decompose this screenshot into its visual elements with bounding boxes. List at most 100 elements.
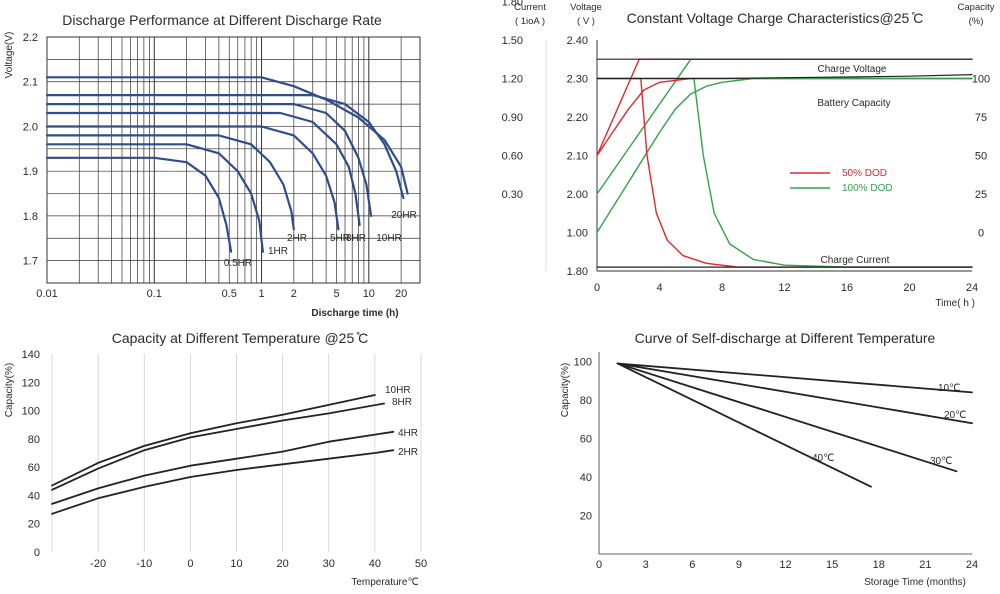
capacity-curve-4hr [51, 430, 395, 505]
y-tick-label: 140 [22, 349, 40, 361]
series-group [45, 76, 409, 253]
x-tick-label: 3 [643, 559, 649, 571]
x-tick-label: 24 [966, 282, 978, 294]
capacity-tick-label: 100 [972, 74, 990, 86]
x-tick-label: -10 [136, 558, 152, 570]
chart-title: Capacity at Different Temperature @25 ̊C [112, 330, 368, 346]
legend-label-50-dod: 50% DOD [842, 168, 887, 179]
x-tick-label: 24 [966, 559, 978, 571]
discharge-curve-8hr [45, 111, 361, 226]
series-group [616, 362, 973, 488]
tick-labels: 0 3 6 9 12 15 18 21 24 20 40 60 80 100 [574, 357, 978, 571]
discharge-curve-5hr [45, 125, 340, 231]
y-tick-label: 1.8 [23, 211, 38, 223]
y-tick-label: 2.1 [23, 77, 38, 89]
discharge-curve-top [45, 76, 409, 195]
capacity-tick-label: 0 [978, 228, 984, 240]
x-tick-label: 10 [363, 288, 375, 300]
y-tick-label: 1.9 [23, 166, 38, 178]
voltage-tick-label: 1.80 [567, 266, 588, 278]
annotation-charge-current: Charge Current [821, 255, 890, 266]
capacity-axis-label-1: Capacity [958, 2, 995, 13]
voltage-tick-label: 2.40 [567, 35, 588, 47]
series-label: 10HR [376, 233, 402, 244]
chart-title: Constant Voltage Charge Characteristics@… [627, 10, 924, 26]
series-label: 8HR [346, 233, 366, 244]
y-tick-label: 60 [580, 434, 592, 446]
y-tick-label: 80 [580, 395, 592, 407]
x-axis-label: Discharge time (h) [311, 308, 398, 319]
y-tick-label: 20 [28, 519, 40, 531]
current-tick-label: 1.80 [502, 0, 523, 9]
current-tick-label: 1.20 [502, 74, 523, 86]
self-discharge-curve-20c [616, 362, 973, 425]
charge-curve-charge-voltage [596, 58, 973, 157]
series-label: 20HR [391, 210, 417, 221]
current-tick-label: 1.50 [502, 35, 523, 47]
grid [598, 352, 972, 555]
current-tick-label: 0.60 [502, 151, 523, 163]
x-tick-label: 2 [291, 288, 297, 300]
series-label: 2HR [398, 447, 418, 458]
x-tick-label: 0.1 [147, 288, 162, 300]
annotation-battery-capacity: Battery Capacity [817, 98, 890, 109]
grid [545, 40, 972, 272]
current-axis-label-2: ( 1ioA ) [515, 16, 545, 27]
capacity-curve-8hr [51, 402, 386, 491]
constant-voltage-charge-chart: Constant Voltage Charge Characteristics@… [502, 0, 995, 309]
x-tick-label: 0.5 [222, 288, 237, 300]
discharge-curve-20hr [45, 93, 405, 200]
discharge-curve-2hr [45, 134, 295, 231]
x-tick-label: 9 [736, 559, 742, 571]
x-axis-label: Storage Time (months) [864, 577, 966, 588]
y-axis-label: Voltage(V) [4, 32, 15, 79]
voltage-tick-label: 2.20 [567, 112, 588, 124]
x-tick-label: 1 [258, 288, 264, 300]
voltage-tick-label: 1.00 [567, 228, 588, 240]
series-label: 2HR [287, 233, 307, 244]
x-tick-label: 30 [323, 558, 335, 570]
x-tick-label: 10 [230, 558, 242, 570]
series-label: 4HR [398, 428, 418, 439]
series-label: 10HR [385, 385, 411, 396]
self-discharge-chart: Curve of Self-discharge at Different Tem… [560, 330, 978, 588]
x-tick-label: 0 [187, 558, 193, 570]
series-group [596, 58, 973, 268]
tick-labels: 0.01 0.1 0.5 1 2 5 10 20 1.7 1.8 1.9 2.0 2.1 2.2 [23, 32, 408, 300]
y-tick-label: 2.0 [23, 121, 38, 133]
x-tick-label: 40 [369, 558, 381, 570]
x-tick-label: 0 [596, 559, 602, 571]
capacity-tick-label: 50 [975, 151, 987, 163]
y-tick-label: 120 [22, 377, 40, 389]
x-tick-label: 0.01 [36, 288, 57, 300]
tick-labels: -20 -10 0 10 20 30 40 50 0 20 40 60 80 100 120 140 [22, 349, 427, 570]
annotation-charge-voltage: Charge Voltage [818, 64, 887, 75]
self-discharge-curve-10c [616, 362, 973, 394]
current-tick-label: 0.90 [502, 112, 523, 124]
current-tick-label: 0.30 [502, 189, 523, 201]
x-tick-label: 15 [826, 559, 838, 571]
voltage-tick-label: 2.30 [567, 74, 588, 86]
charge-curve-battery-capacity [596, 73, 973, 80]
y-tick-label: 40 [28, 490, 40, 502]
discharge-performance-chart: Discharge Performance at Different Disch… [4, 12, 421, 319]
y-tick-label: 20 [580, 511, 592, 523]
charge-curve-charge-current [596, 77, 973, 268]
x-tick-label: -20 [90, 558, 106, 570]
capacity-curve-2hr [51, 449, 395, 515]
tick-labels: 0 4 8 12 16 20 24 1.80 1.00 2.00 2.10 2.20 2.30 2.40 0… [502, 0, 991, 294]
discharge-curve-0.5hr [45, 156, 233, 253]
series-group [51, 394, 395, 515]
x-tick-label: 4 [656, 282, 662, 294]
series-label: 8HR [392, 397, 412, 408]
series-label: 1HR [268, 246, 288, 257]
self-discharge-curve-30c [616, 362, 958, 473]
x-tick-label: 21 [919, 559, 931, 571]
y-axis-label: Capacity(%) [560, 363, 571, 417]
y-tick-label: 80 [28, 434, 40, 446]
x-tick-label: 18 [873, 559, 885, 571]
voltage-axis-label-2: ( V ) [577, 16, 595, 27]
x-tick-label: 5 [333, 288, 339, 300]
